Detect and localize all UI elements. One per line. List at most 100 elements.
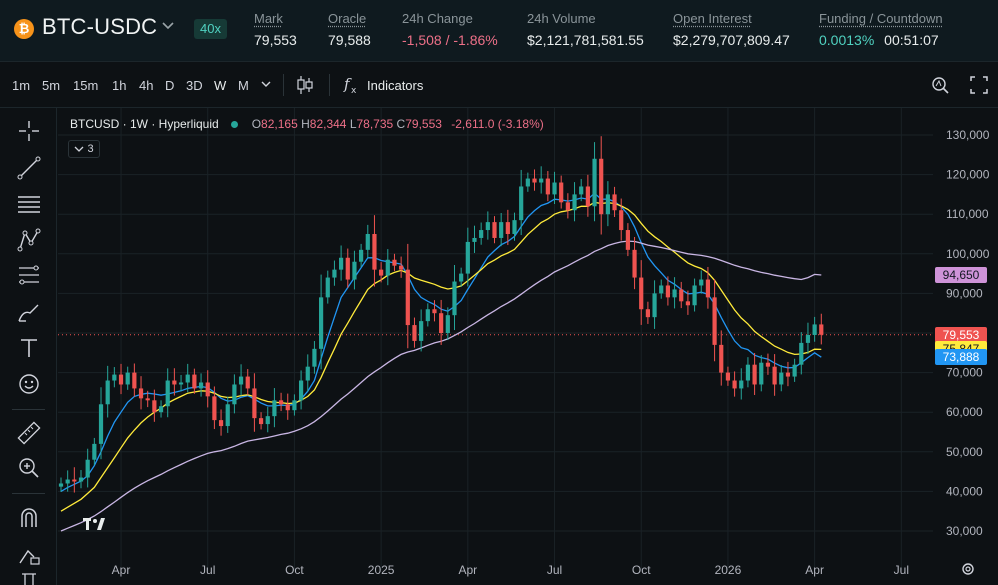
candle-body (452, 281, 457, 316)
text-tool-icon[interactable] (16, 335, 42, 361)
candle-body (559, 182, 564, 203)
quick-search-icon[interactable] (930, 74, 950, 101)
fib-retracement-icon[interactable] (16, 263, 42, 289)
timeframe-1m[interactable]: 1m (12, 78, 31, 93)
timeframe-5m[interactable]: 5m (42, 78, 61, 93)
candle-body (359, 249, 364, 262)
candle-body (372, 234, 377, 270)
x-tick-label: Jul (200, 563, 215, 577)
stat-24h-change: 24h Change -1,508 / -1.86% (402, 11, 498, 48)
horizontal-lines-icon[interactable] (16, 191, 42, 217)
candle-body (365, 234, 370, 250)
candle-body (319, 297, 324, 349)
x-tick-label: 2026 (715, 563, 742, 577)
leverage-badge[interactable]: 40x (194, 19, 227, 39)
trend-line-icon[interactable] (16, 155, 42, 181)
x-tick-label: Oct (285, 563, 304, 577)
emoji-icon[interactable] (16, 371, 42, 397)
trash-icon[interactable] (16, 570, 42, 585)
svg-text:x: x (351, 86, 357, 96)
candle-body (385, 259, 390, 276)
tradingview-logo-icon (83, 518, 105, 530)
y-tick-label: 40,000 (946, 484, 983, 498)
indicators-button[interactable]: Indicators (367, 78, 424, 93)
fullscreen-icon[interactable] (969, 74, 989, 101)
candle-body (692, 285, 697, 306)
candle-body (679, 289, 684, 302)
candle-body (445, 315, 450, 333)
candle-body (592, 158, 597, 207)
candle-body (785, 372, 791, 377)
y-tick-label: 130,000 (946, 128, 990, 142)
funding-rate: 0.0013% (819, 32, 875, 48)
brush-icon[interactable] (16, 299, 42, 325)
candle-body (212, 396, 217, 421)
indicator-collapse-button[interactable]: 3 (68, 140, 100, 158)
stat-oracle: Oracle 79,588 (328, 11, 371, 48)
candle-body (138, 388, 144, 399)
chevron-down-icon[interactable] (161, 18, 175, 35)
funding-countdown: 00:51:07 (884, 32, 939, 48)
timeframe-3d[interactable]: 3D (186, 78, 203, 93)
timeframe-m[interactable]: M (238, 78, 249, 93)
candle-body (599, 158, 604, 215)
candle-body (278, 400, 284, 405)
price-axis-tag: 73,888 (935, 349, 987, 366)
zoom-in-icon[interactable] (16, 455, 42, 481)
y-tick-label: 50,000 (946, 445, 983, 459)
candle-body (258, 418, 264, 425)
timeframe-w[interactable]: W (214, 78, 227, 93)
candle-body (779, 372, 784, 385)
candle-body (605, 194, 610, 215)
settings-gear-icon[interactable] (960, 561, 976, 577)
chevron-down-icon[interactable] (259, 77, 273, 96)
stat-value: 79,553 (254, 32, 297, 48)
lock-drawings-icon[interactable] (16, 541, 42, 567)
candle-body (512, 220, 517, 234)
candle-body (379, 269, 384, 276)
candle-body (579, 186, 584, 195)
ohlc-high: 82,344 (309, 117, 347, 131)
stat-mark: Mark 79,553 (254, 11, 297, 48)
price-chart[interactable]: 30,00040,00050,00060,00070,00080,00090,0… (58, 108, 998, 585)
timeframe-4h[interactable]: 4h (139, 78, 154, 93)
timeframe-1h[interactable]: 1h (112, 78, 127, 93)
candle-body (412, 325, 417, 341)
candle-body (198, 382, 204, 389)
ohlc-close: 79,553 (405, 117, 442, 131)
candle-body (472, 237, 477, 242)
candle-body (699, 279, 704, 286)
candle-body (399, 265, 404, 270)
stat-value: $2,279,707,809.47 (673, 32, 790, 48)
candle-body (505, 222, 510, 234)
ohlc-open: 82,165 (261, 117, 298, 131)
candle-body (645, 309, 650, 318)
y-tick-label: 120,000 (946, 168, 990, 182)
timeframe-d[interactable]: D (165, 78, 175, 93)
ruler-icon[interactable] (16, 420, 42, 446)
candle-body (799, 342, 804, 365)
pattern-tool-icon[interactable] (16, 227, 42, 253)
pair-selector-label[interactable]: BTC-USDC (42, 14, 158, 39)
stat-open-interest: Open Interest $2,279,707,809.47 (673, 11, 790, 48)
x-tick-label: Jul (894, 563, 909, 577)
candle-type-icon[interactable] (295, 74, 315, 101)
candle-body (252, 388, 257, 419)
candle-body (625, 230, 630, 250)
stat-value: -1,508 / -1.86% (402, 32, 498, 48)
crosshair-icon[interactable] (16, 118, 42, 144)
candle-body (238, 376, 244, 385)
candle-body (552, 182, 557, 195)
timeframe-15m[interactable]: 15m (73, 78, 99, 93)
magnet-icon[interactable] (16, 505, 42, 531)
stat-label: Funding / Countdown (819, 11, 943, 26)
candle-body (745, 364, 751, 381)
candle-body (425, 309, 430, 322)
candle-body (765, 362, 771, 367)
candle-body (639, 277, 644, 310)
stat-label: 24h Change (402, 11, 473, 26)
candle-body (65, 479, 70, 484)
candle-body (439, 313, 444, 333)
ohlc-low: 78,735 (356, 117, 394, 131)
